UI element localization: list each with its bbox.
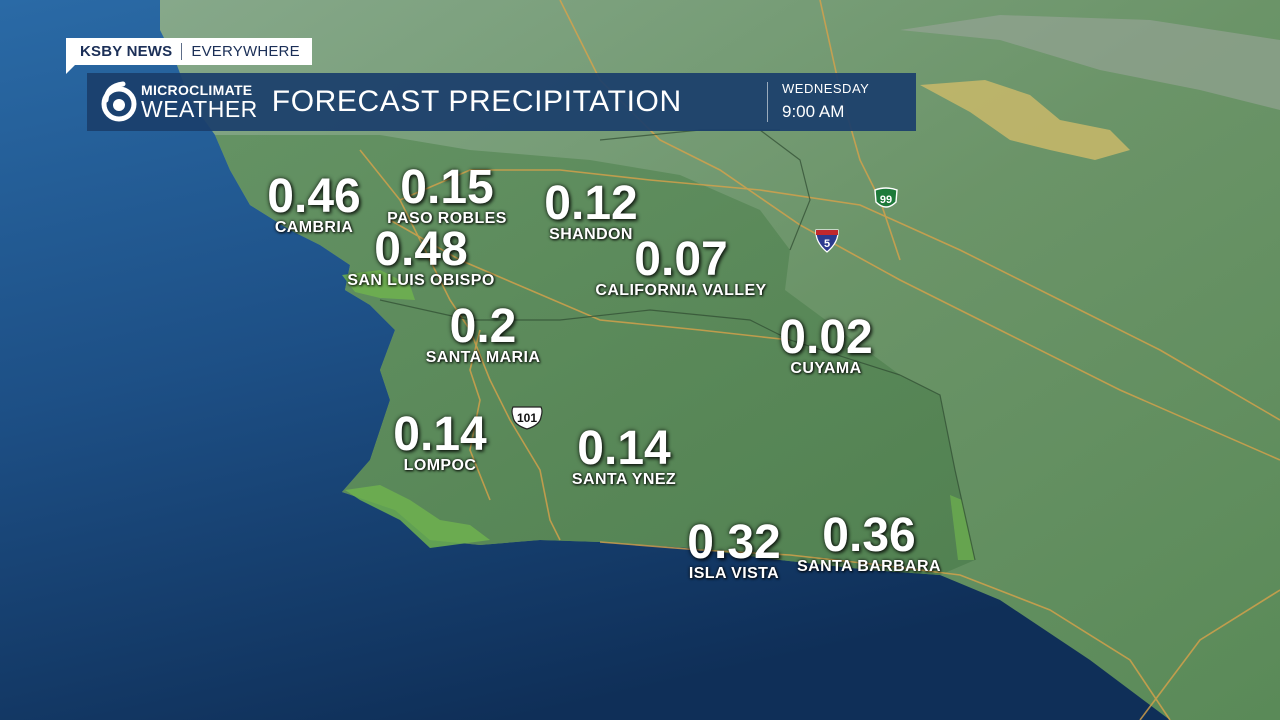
precip-value: 0.02	[779, 311, 873, 364]
forecast-time-block: WEDNESDAY 9:00 AM	[782, 82, 869, 120]
location-label-lompoc: 0.14 LOMPOC	[393, 408, 487, 475]
city-name: CALIFORNIA VALLEY	[595, 282, 767, 299]
interstate-5-label: 5	[824, 238, 830, 250]
coastal-green-1	[342, 270, 415, 300]
logo-line-2: WEATHER	[141, 96, 258, 122]
channel-6-icon	[101, 81, 137, 122]
precip-value: 0.48	[374, 223, 468, 276]
location-label-isla-vista: 0.32 ISLA VISTA	[687, 516, 781, 583]
coastal-green-3	[950, 495, 975, 560]
header-divider	[767, 82, 768, 122]
city-name: SHANDON	[549, 226, 633, 243]
interstate-5-shield: 5	[815, 229, 839, 253]
location-label-cambria: 0.46 CAMBRIA	[267, 170, 361, 237]
station-tagline: EVERYWHERE	[191, 43, 300, 60]
city-name: SANTA YNEZ	[571, 471, 677, 488]
logo-line-1: MICROCLIMATE	[141, 82, 253, 98]
location-label-california-valley: 0.07 CALIFORNIA VALLEY	[595, 233, 767, 300]
precip-value: 0.07	[634, 233, 728, 286]
page-title: FORECAST PRECIPITATION	[271, 85, 682, 118]
station-brand-tag: KSBY NEWS EVERYWHERE	[66, 38, 312, 74]
coastal-green-2	[345, 485, 490, 548]
location-label-santa-maria: 0.2 SANTA MARIA	[425, 300, 541, 367]
mountains-ne	[900, 15, 1280, 110]
location-label-santa-ynez: 0.14 SANTA YNEZ	[571, 422, 677, 489]
city-name: PASO ROBLES	[387, 210, 507, 227]
precip-value: 0.2	[449, 300, 517, 353]
city-name: SAN LUIS OBISPO	[347, 272, 495, 289]
forecast-time: 9:00 AM	[782, 102, 845, 121]
precip-value: 0.36	[822, 509, 916, 562]
us-101-label: 101	[517, 411, 537, 425]
precip-value: 0.12	[544, 177, 638, 230]
precip-value: 0.32	[687, 516, 781, 569]
header-bar: MICROCLIMATE WEATHER FORECAST PRECIPITAT…	[87, 73, 916, 131]
ca-99-label: 99	[880, 194, 892, 206]
city-name: SANTA BARBARA	[797, 558, 941, 575]
location-label-paso-robles: 0.15 PASO ROBLES	[387, 161, 507, 228]
valley-yellow-area	[920, 80, 1130, 160]
brand-divider	[181, 43, 183, 60]
location-label-santa-barbara: 0.36 SANTA BARBARA	[797, 509, 941, 576]
precip-value: 0.15	[400, 161, 494, 214]
us-101-shield: 101	[511, 406, 543, 430]
location-label-san-luis-obispo: 0.48 SAN LUIS OBISPO	[347, 223, 495, 290]
precip-value: 0.14	[393, 408, 487, 461]
city-name: LOMPOC	[403, 457, 477, 474]
forecast-day: WEDNESDAY	[782, 81, 870, 96]
precip-value: 0.14	[577, 422, 671, 475]
city-name: CAMBRIA	[274, 219, 354, 236]
station-name: KSBY NEWS	[80, 43, 173, 60]
microclimate-weather-logo: MICROCLIMATE WEATHER	[97, 73, 258, 131]
location-label-shandon: 0.12 SHANDON	[544, 177, 638, 244]
city-name: SANTA MARIA	[425, 349, 541, 366]
ca-99-shield: 99	[874, 187, 898, 208]
city-name: ISLA VISTA	[688, 565, 780, 582]
county-region	[215, 135, 975, 575]
location-label-cuyama: 0.02 CUYAMA	[779, 311, 873, 378]
city-name: CUYAMA	[790, 360, 862, 377]
precip-value: 0.46	[267, 170, 361, 223]
